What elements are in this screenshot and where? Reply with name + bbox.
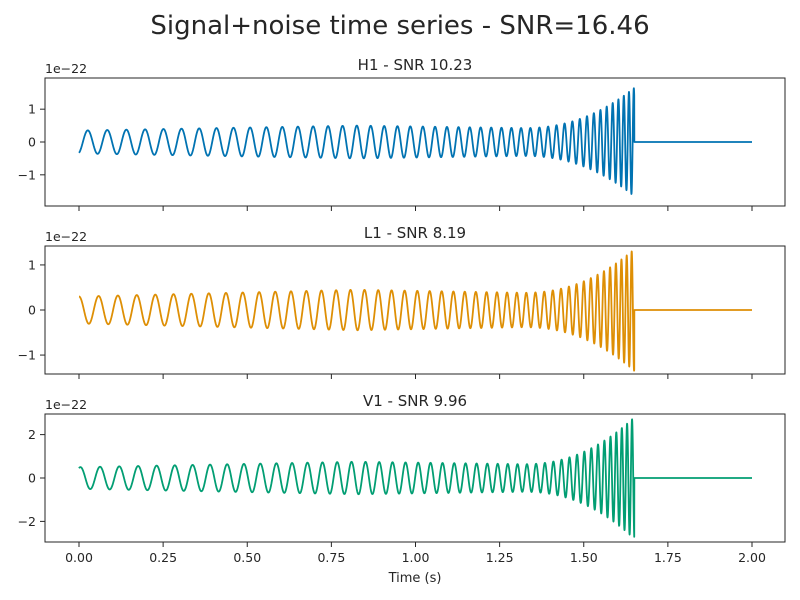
- panel-l1: L1 - SNR 8.19 1e−22 −1 0 1: [18, 224, 786, 379]
- x-tick-label-8: 2.00: [738, 550, 766, 565]
- series-h1: [78, 87, 753, 195]
- offset-label-v1: 1e−22: [45, 397, 87, 412]
- y-tick-label-v1-0: −2: [18, 514, 36, 529]
- panel-title-v1: V1 - SNR 9.96: [363, 392, 467, 410]
- y-tick-label-h1-0: −1: [18, 167, 36, 182]
- series-v1: [78, 418, 753, 538]
- x-tick-label-3: 0.75: [317, 550, 345, 565]
- y-tick-label-v1-1: 0: [28, 471, 36, 486]
- x-axis-label: Time (s): [388, 571, 442, 586]
- x-tick-label-6: 1.50: [570, 550, 598, 565]
- offset-label-h1: 1e−22: [45, 61, 87, 76]
- x-tick-label-7: 1.75: [654, 550, 682, 565]
- y-tick-label-l1-0: −1: [18, 348, 36, 363]
- offset-label-l1: 1e−22: [45, 229, 87, 244]
- y-ticks-h1: −1 0 1: [18, 102, 45, 182]
- series-l1: [78, 250, 753, 372]
- y-tick-label-l1-1: 0: [28, 303, 36, 318]
- y-tick-label-l1-2: 1: [28, 257, 36, 272]
- y-tick-label-h1-1: 0: [28, 135, 36, 150]
- x-tick-label-0: 0.00: [65, 550, 93, 565]
- panel-title-h1: H1 - SNR 10.23: [358, 56, 473, 74]
- x-tick-label-2: 0.50: [233, 550, 261, 565]
- x-ticks-v1: 0.00 0.25 0.50 0.75 1.00 1.25 1.50 1.75 2.00: [65, 542, 766, 565]
- panel-v1: V1 - SNR 9.96 1e−22 −2 0 2 0.00 0.25 0.50 0.7…: [18, 392, 786, 565]
- y-tick-label-h1-2: 1: [28, 102, 36, 117]
- x-ticks-l1: [78, 374, 753, 379]
- x-tick-label-4: 1.00: [402, 550, 430, 565]
- figure-title: Signal+noise time series - SNR=16.46: [150, 11, 649, 41]
- y-tick-label-v1-2: 2: [28, 427, 36, 442]
- y-ticks-v1: −2 0 2: [18, 427, 45, 529]
- y-ticks-l1: −1 0 1: [18, 257, 45, 363]
- x-tick-label-5: 1.25: [486, 550, 514, 565]
- x-ticks-h1: [78, 206, 753, 211]
- panel-h1: H1 - SNR 10.23 1e−22 −1 0 1: [18, 56, 786, 211]
- panel-title-l1: L1 - SNR 8.19: [364, 224, 466, 242]
- x-tick-label-1: 0.25: [149, 550, 177, 565]
